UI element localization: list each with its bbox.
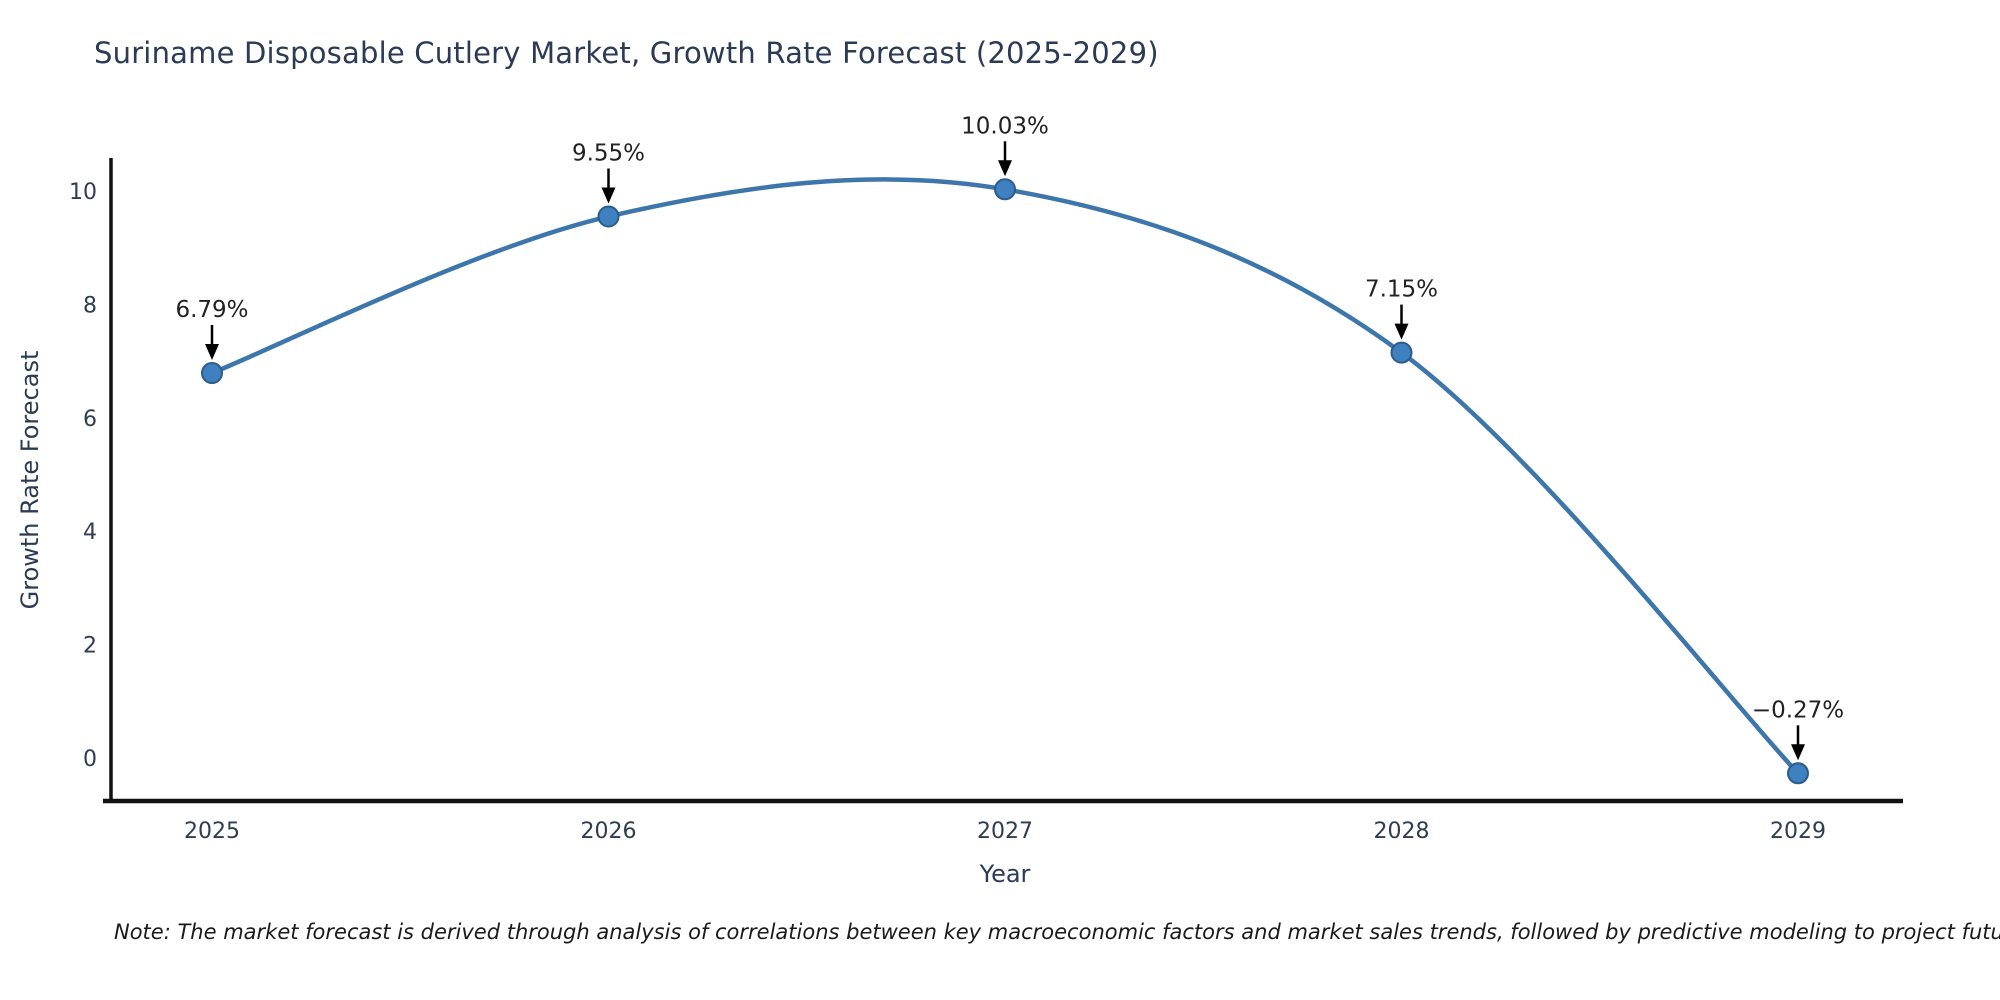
x-tick-label: 2026 <box>581 819 637 844</box>
y-tick-label: 4 <box>83 520 97 545</box>
data-point-marker <box>597 205 620 228</box>
x-tick-label: 2025 <box>184 819 240 844</box>
data-point-marker <box>1787 762 1809 785</box>
x-axis-title: Year <box>979 860 1031 888</box>
data-point-marker <box>201 362 223 385</box>
y-tick-label: 2 <box>83 634 97 659</box>
y-tick-label: 6 <box>83 407 97 432</box>
chart-title: Suriname Disposable Cutlery Market, Grow… <box>94 36 1159 70</box>
annotation-arrow-head <box>1394 323 1409 340</box>
forecast-line <box>209 177 1801 776</box>
y-tick-label: 0 <box>83 747 97 772</box>
annotation-arrow-head <box>998 160 1012 177</box>
y-tick-label: 8 <box>83 293 97 318</box>
data-point-marker <box>994 178 1016 201</box>
annotation-arrow-head <box>1791 744 1805 761</box>
x-tick-label: 2029 <box>1770 819 1826 844</box>
y-tick-label: 10 <box>69 180 97 205</box>
data-point-label: 9.55% <box>572 141 645 167</box>
data-point-label: 6.79% <box>175 297 248 323</box>
data-point-marker <box>1390 341 1413 364</box>
data-point-label: −0.27% <box>1752 697 1844 723</box>
footnote: Note: The market forecast is derived thr… <box>114 920 2000 944</box>
x-tick-label: 2027 <box>977 819 1033 844</box>
data-point-label: 10.03% <box>961 113 1049 139</box>
annotation-arrow-head <box>601 187 616 204</box>
data-point-label: 7.15% <box>1365 277 1438 303</box>
x-tick-label: 2028 <box>1374 819 1430 844</box>
annotation-arrow-head <box>205 344 219 361</box>
